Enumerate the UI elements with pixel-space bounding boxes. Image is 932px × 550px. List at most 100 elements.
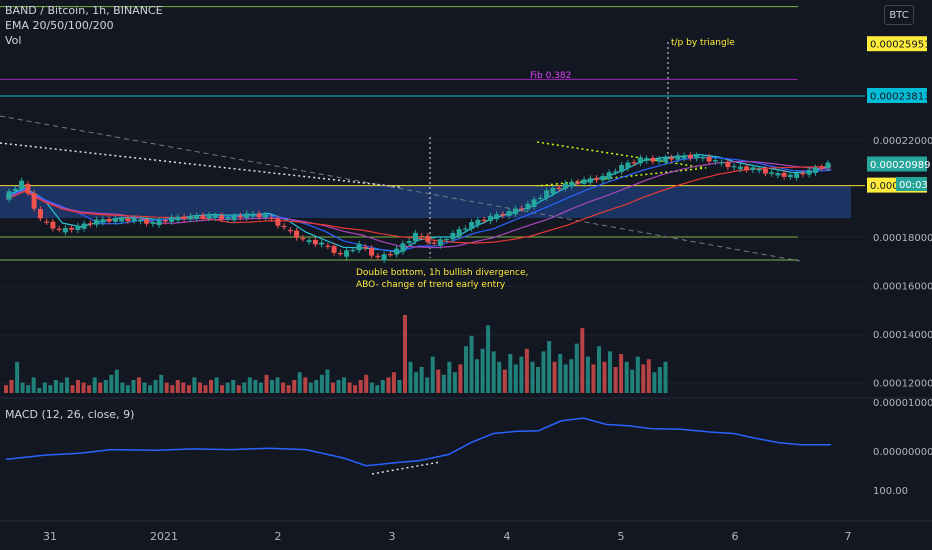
candle-body (807, 170, 812, 175)
currency-button[interactable]: BTC (884, 5, 914, 25)
candle-body (113, 218, 118, 222)
volume-bar (54, 380, 58, 393)
candle-body (313, 240, 318, 244)
symbol-title[interactable]: BAND / Bitcoin, 1h, BINANCE (5, 4, 163, 17)
volume-bar (292, 380, 296, 393)
tp-label: t/p by triangle (671, 38, 735, 48)
candle-body (725, 162, 730, 167)
grid-lines (0, 140, 865, 383)
volume-bar (242, 383, 246, 393)
volume-bar (159, 375, 163, 393)
volume-bar (104, 380, 108, 393)
macd-legend[interactable]: MACD (12, 26, close, 9) (5, 408, 134, 421)
volume-bar (303, 377, 307, 393)
candle-body (232, 216, 237, 220)
volume-bar (314, 380, 318, 393)
fib-label: Fib 0.382 (530, 71, 571, 81)
macd-line (6, 418, 831, 466)
volume-bar (630, 370, 634, 393)
candle-body (144, 219, 149, 223)
volume-bar (625, 362, 629, 393)
candle-body (257, 214, 262, 218)
candle-body (444, 239, 449, 240)
volume-bar (431, 357, 435, 393)
volume-bar (4, 385, 8, 393)
volume-bar (253, 380, 257, 393)
price-tick: 0.00012000 (873, 379, 932, 390)
candle-body (307, 240, 312, 242)
candle-body (600, 176, 605, 180)
candle-body (100, 219, 105, 223)
volume-bar (470, 336, 474, 393)
volume-bar (10, 380, 14, 393)
volume-bar (87, 385, 91, 393)
candle-body (769, 172, 774, 174)
volume-bar (298, 372, 302, 393)
candle-body (713, 160, 718, 162)
candle-body (188, 216, 193, 220)
volume-bar (652, 372, 656, 393)
time-tick: 2021 (150, 530, 178, 543)
candle-body (475, 220, 480, 225)
candle-body (594, 178, 599, 180)
ema-legend[interactable]: EMA 20/50/100/200 (5, 19, 114, 32)
candle-body (275, 219, 280, 226)
candle-body (157, 220, 162, 225)
volume-bar (436, 370, 440, 393)
candle-body (694, 155, 699, 158)
volume-bar (414, 372, 418, 393)
candle-body (394, 249, 399, 255)
candle-body (775, 173, 780, 175)
candle-body (150, 222, 155, 224)
volume-bar (481, 349, 485, 393)
countdown-label: 00:03 (899, 180, 928, 191)
volume-bar (93, 377, 97, 393)
volume-bar (126, 385, 130, 393)
volume-bar (65, 377, 69, 393)
candle-body (663, 158, 668, 162)
volume-bar (475, 359, 479, 393)
volume-bar (59, 383, 63, 393)
candle-body (794, 173, 799, 178)
candle-body (744, 166, 749, 170)
candle-body (638, 158, 643, 164)
note-line-1: Double bottom, 1h bullish divergence, (356, 268, 528, 278)
candle-body (207, 215, 212, 219)
volume-bar (259, 383, 263, 393)
volume-bar (442, 375, 446, 393)
candle-body (500, 214, 505, 216)
candle-body (332, 246, 337, 253)
volume-bar (331, 383, 335, 393)
volume-bar (403, 315, 407, 393)
candle-body (644, 158, 649, 161)
volume-bar (503, 370, 507, 393)
candle-body (469, 222, 474, 229)
volume-bar (619, 354, 623, 393)
candle-body (319, 243, 324, 245)
candle-body (50, 222, 55, 229)
candle-body (482, 220, 487, 221)
volume-bar (109, 375, 113, 393)
volume-bar (453, 372, 457, 393)
candle-body (138, 220, 143, 222)
candle-body (338, 253, 343, 254)
volume-bar (226, 383, 230, 393)
candle-body (369, 248, 374, 256)
volume-bar (270, 380, 274, 393)
candle-body (782, 173, 787, 177)
volume-bar (204, 385, 208, 393)
candle-body (632, 162, 637, 163)
note-line-2: ABO- change of trend early entry (356, 280, 506, 290)
volume-bar (536, 367, 540, 393)
candle-body (419, 236, 424, 237)
macd-tick-bottom: 100.00 (873, 486, 908, 497)
vol-legend[interactable]: Vol (5, 34, 21, 47)
price-label-fib: 0.00023813 (870, 92, 930, 103)
candle-body (57, 229, 62, 230)
candle-body (657, 159, 662, 162)
volume-bar (531, 362, 535, 393)
volume-bar (580, 328, 584, 393)
volume-bar (137, 377, 141, 393)
candle-body (13, 189, 18, 191)
